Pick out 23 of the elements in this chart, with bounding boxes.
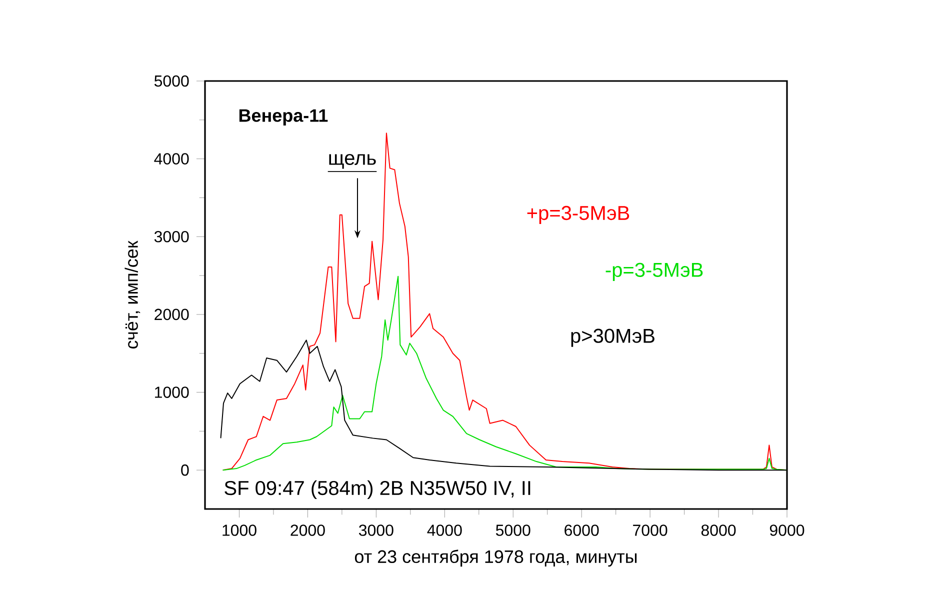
y-tick-label: 0 xyxy=(181,464,189,476)
x-tick-label: 2000 xyxy=(290,524,325,536)
x-tick-label: 6000 xyxy=(564,524,599,536)
text: -p=3-5МэВ xyxy=(606,262,703,281)
y-tick-label: 3000 xyxy=(154,230,189,242)
y-axis-title: счёт, имп/сек xyxy=(124,240,140,349)
text: p>30МэВ xyxy=(571,328,654,347)
y-tick-label: 2000 xyxy=(154,308,189,320)
annotation: SF 09:47 (584m) 2B N35W50 IV, II xyxy=(224,480,530,500)
annotation: щель xyxy=(329,154,376,169)
text: +p=3-5МэВ xyxy=(527,206,630,224)
x-tick-label: 1000 xyxy=(222,524,256,536)
x-tick-label: 5000 xyxy=(496,524,530,536)
x-tick-label: 7000 xyxy=(633,524,668,536)
x-axis-title: от 23 сентября 1978 года, минуты xyxy=(354,550,637,567)
y-tick-label: 4000 xyxy=(154,153,189,164)
x-tick-label: 4000 xyxy=(427,524,462,536)
annotation: Венера-11 xyxy=(239,109,328,126)
y-tick-label: 1000 xyxy=(155,386,189,398)
x-tick-label: 8000 xyxy=(701,524,736,536)
x-tick-label: 3000 xyxy=(358,524,394,536)
y-tick-label: 5000 xyxy=(154,75,189,87)
x-tick-label: 9000 xyxy=(770,524,804,536)
